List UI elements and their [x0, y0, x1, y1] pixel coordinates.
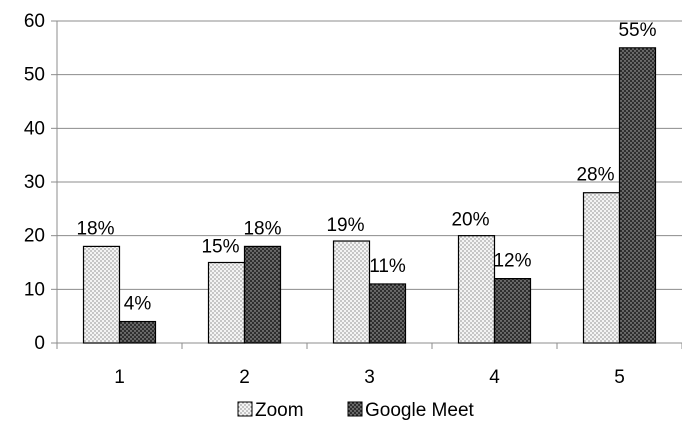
- bar-zoom: [82, 245, 121, 344]
- x-tick-label: 1: [114, 367, 125, 388]
- y-tick-label: 0: [34, 333, 45, 354]
- data-label: 12%: [493, 251, 531, 272]
- data-label: 15%: [201, 237, 239, 258]
- bars: [82, 47, 657, 344]
- data-label: 55%: [618, 20, 656, 41]
- legend: Zoom Google Meet: [237, 400, 475, 421]
- data-label: 20%: [451, 210, 489, 231]
- bar-zoom: [207, 261, 246, 344]
- bar-google-meet: [118, 320, 157, 344]
- bar-google-meet: [368, 283, 407, 344]
- x-tick-label: 4: [489, 367, 500, 388]
- y-tick-label: 60: [24, 11, 45, 32]
- legend-swatch-google-meet: [347, 401, 363, 417]
- data-label: 18%: [243, 218, 281, 239]
- data-label: 19%: [326, 215, 364, 236]
- gridlines: [57, 20, 682, 290]
- bar-google-meet: [493, 278, 532, 344]
- data-labels: 18%4%15%18% 19%11%20%12%28%55%: [76, 20, 656, 315]
- bar-zoom: [582, 192, 621, 344]
- bar-google-meet: [618, 47, 657, 344]
- data-label: 28%: [576, 165, 614, 186]
- y-tick-label: 40: [24, 118, 45, 139]
- bar-google-meet: [243, 245, 282, 344]
- x-tick-label: 5: [614, 367, 625, 388]
- x-tick-label: 2: [239, 367, 250, 388]
- y-tick-label: 50: [24, 65, 45, 86]
- data-label: 18%: [76, 218, 114, 239]
- y-tick-label: 30: [24, 172, 45, 193]
- data-label: 4%: [124, 294, 152, 315]
- bar-zoom: [332, 240, 371, 344]
- legend-swatch-zoom: [237, 401, 253, 417]
- y-tick-label: 20: [24, 226, 45, 247]
- legend-label-google-meet: Google Meet: [365, 400, 475, 421]
- legend-label-zoom: Zoom: [255, 400, 304, 421]
- data-label: 11%: [369, 256, 406, 277]
- bar-zoom: [457, 235, 496, 344]
- x-tick-label: 3: [364, 367, 375, 388]
- y-tick-label: 10: [24, 279, 45, 300]
